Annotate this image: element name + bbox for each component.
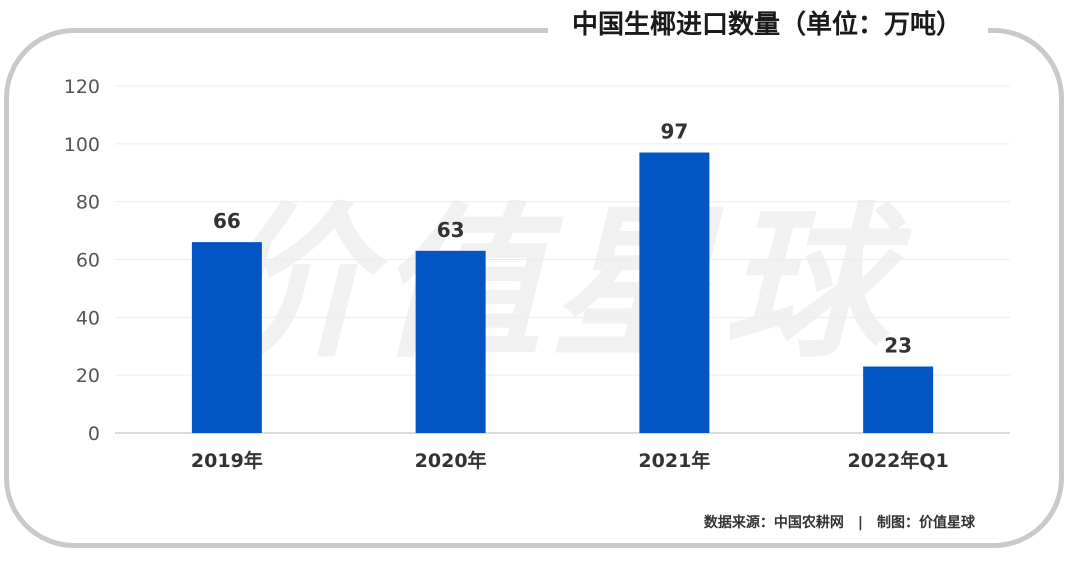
data-label: 66 bbox=[213, 209, 241, 233]
bar bbox=[639, 152, 710, 433]
y-tick-label: 100 bbox=[64, 134, 100, 156]
x-tick-label: 2019年 bbox=[191, 449, 263, 472]
data-label: 97 bbox=[660, 120, 688, 144]
footer: 数据来源：中国农耕网 | 制图：价值星球 bbox=[704, 512, 975, 532]
bar bbox=[415, 250, 486, 433]
chart-title: 中国生椰进口数量（单位：万吨） bbox=[571, 10, 962, 40]
source-text: 数据来源：中国农耕网 bbox=[703, 515, 844, 531]
credit-text: 制图：价值星球 bbox=[877, 515, 975, 531]
data-label: 23 bbox=[884, 333, 912, 357]
bar bbox=[863, 366, 934, 433]
chart-frame bbox=[4, 28, 1064, 548]
y-tick-label: 0 bbox=[88, 423, 100, 445]
y-tick-label: 20 bbox=[76, 365, 100, 387]
footer-separator: | bbox=[857, 515, 863, 531]
y-tick-label: 120 bbox=[64, 76, 100, 98]
title-background bbox=[548, 0, 988, 44]
y-tick-label: 60 bbox=[76, 250, 100, 272]
x-tick-label: 2020年 bbox=[415, 449, 487, 472]
x-tick-label: 2022年Q1 bbox=[847, 449, 948, 472]
data-label: 63 bbox=[437, 218, 465, 242]
watermark: 价值星球 bbox=[204, 188, 896, 380]
y-tick-label: 80 bbox=[76, 192, 100, 214]
y-tick-label: 40 bbox=[76, 307, 100, 329]
x-tick-label: 2021年 bbox=[638, 449, 710, 472]
bar bbox=[191, 242, 262, 433]
